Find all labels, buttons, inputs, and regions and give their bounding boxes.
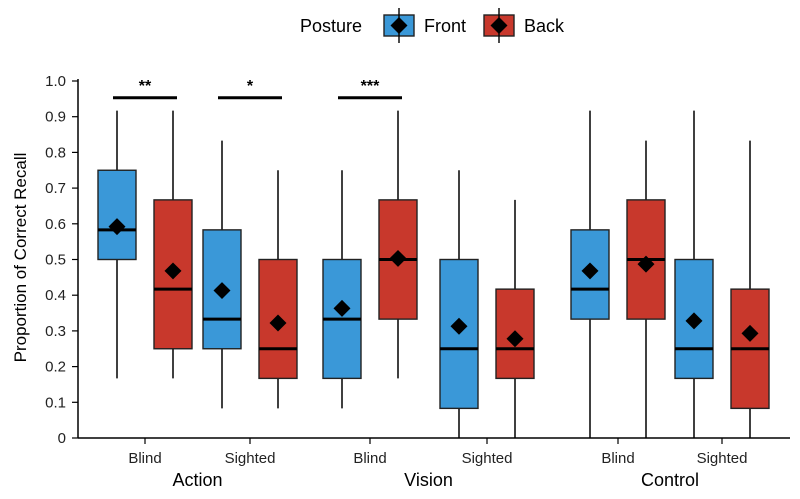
mean-marker (269, 314, 287, 332)
x-tick-label-blind: Blind (128, 450, 161, 467)
mean-marker (164, 262, 182, 280)
mean-marker (389, 249, 407, 267)
box-control-sighted-front (674, 110, 714, 438)
y-tick-label: 0.8 (45, 144, 66, 161)
significance-vision-blind: *** (338, 78, 402, 100)
legend-label: Back (524, 16, 565, 36)
significance-action-blind: ** (113, 78, 177, 100)
group-label-control: Control (641, 470, 699, 490)
box-action-sighted-front (202, 140, 242, 409)
legend-label: Front (424, 16, 466, 36)
mean-marker (685, 312, 703, 330)
significance-action-sighted: * (218, 78, 282, 100)
y-tick-label: 1.0 (45, 73, 66, 90)
box-vision-sighted-front (439, 170, 479, 438)
group-label-vision: Vision (404, 470, 453, 490)
box-action-blind-back (153, 110, 193, 379)
mean-marker (108, 218, 126, 236)
group-label-action: Action (172, 470, 222, 490)
box-control-blind-back (626, 140, 666, 438)
y-tick-label: 0.7 (45, 180, 66, 197)
mean-marker (333, 299, 351, 317)
mean-marker (213, 282, 231, 300)
box-vision-sighted-back (495, 199, 535, 438)
mean-marker (741, 324, 759, 342)
x-tick-label-sighted: Sighted (462, 450, 513, 467)
x-tick-label-sighted: Sighted (697, 450, 748, 467)
significance-label: *** (361, 78, 380, 95)
x-tick-label-sighted: Sighted (225, 450, 276, 467)
legend-item-front: Front (383, 8, 466, 43)
box-iqr (97, 169, 137, 261)
x-tick-label-blind: Blind (353, 450, 386, 467)
box-iqr (570, 229, 610, 320)
y-tick-label: 0.4 (45, 287, 66, 304)
y-tick-label: 0.6 (45, 216, 66, 233)
legend-item-back: Back (483, 8, 565, 43)
y-tick-label: 0.2 (45, 359, 66, 376)
significance-label: * (247, 78, 254, 95)
y-tick-label: 0.3 (45, 323, 66, 340)
box-control-blind-front (570, 110, 610, 438)
mean-marker (637, 255, 655, 273)
box-action-blind-front (97, 110, 137, 379)
legend: Posture Front Back (300, 8, 565, 43)
box-vision-blind-back (378, 110, 418, 379)
mean-marker (450, 317, 468, 335)
y-tick-label: 0.5 (45, 252, 66, 269)
mean-marker (506, 330, 524, 348)
box-vision-blind-front (322, 170, 362, 409)
y-tick-label: 0.9 (45, 109, 66, 126)
y-axis-title: Proportion of Correct Recall (11, 153, 30, 363)
x-tick-label-blind: Blind (601, 450, 634, 467)
mean-marker (581, 262, 599, 280)
y-tick-label: 0.1 (45, 394, 66, 411)
significance-markers: ** * *** (113, 78, 402, 100)
y-tick-label: 0 (58, 430, 66, 447)
significance-label: ** (139, 78, 152, 95)
boxes (97, 110, 770, 438)
box-control-sighted-back (730, 140, 770, 438)
axes: Proportion of Correct Recall 0 0.1 0.2 0.3 0… (11, 73, 790, 490)
box-action-sighted-back (258, 170, 298, 409)
legend-title: Posture (300, 16, 362, 36)
